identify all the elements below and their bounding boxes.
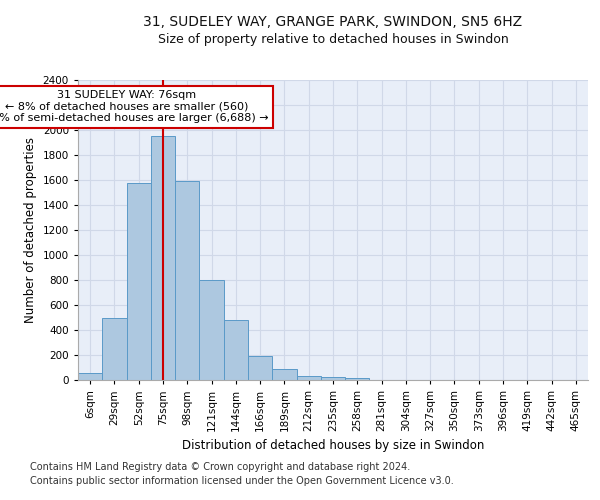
Text: Contains public sector information licensed under the Open Government Licence v3: Contains public sector information licen… [30, 476, 454, 486]
Bar [127, 182, 151, 380]
Bar [102, 318, 127, 380]
Bar [321, 377, 345, 380]
Bar [224, 320, 248, 380]
Bar [345, 378, 370, 380]
Text: 31 SUDELEY WAY: 76sqm
← 8% of detached houses are smaller (560)
92% of semi-deta: 31 SUDELEY WAY: 76sqm ← 8% of detached h… [0, 90, 268, 123]
Bar [272, 369, 296, 380]
X-axis label: Distribution of detached houses by size in Swindon: Distribution of detached houses by size … [182, 440, 484, 452]
Y-axis label: Number of detached properties: Number of detached properties [24, 137, 37, 323]
Bar [151, 136, 175, 380]
Text: Contains HM Land Registry data © Crown copyright and database right 2024.: Contains HM Land Registry data © Crown c… [30, 462, 410, 472]
Bar [78, 372, 102, 380]
Bar [248, 356, 272, 380]
Bar [199, 280, 224, 380]
Bar [175, 181, 199, 380]
Text: 31, SUDELEY WAY, GRANGE PARK, SWINDON, SN5 6HZ: 31, SUDELEY WAY, GRANGE PARK, SWINDON, S… [143, 15, 523, 29]
Bar [296, 376, 321, 380]
Text: Size of property relative to detached houses in Swindon: Size of property relative to detached ho… [158, 32, 508, 46]
